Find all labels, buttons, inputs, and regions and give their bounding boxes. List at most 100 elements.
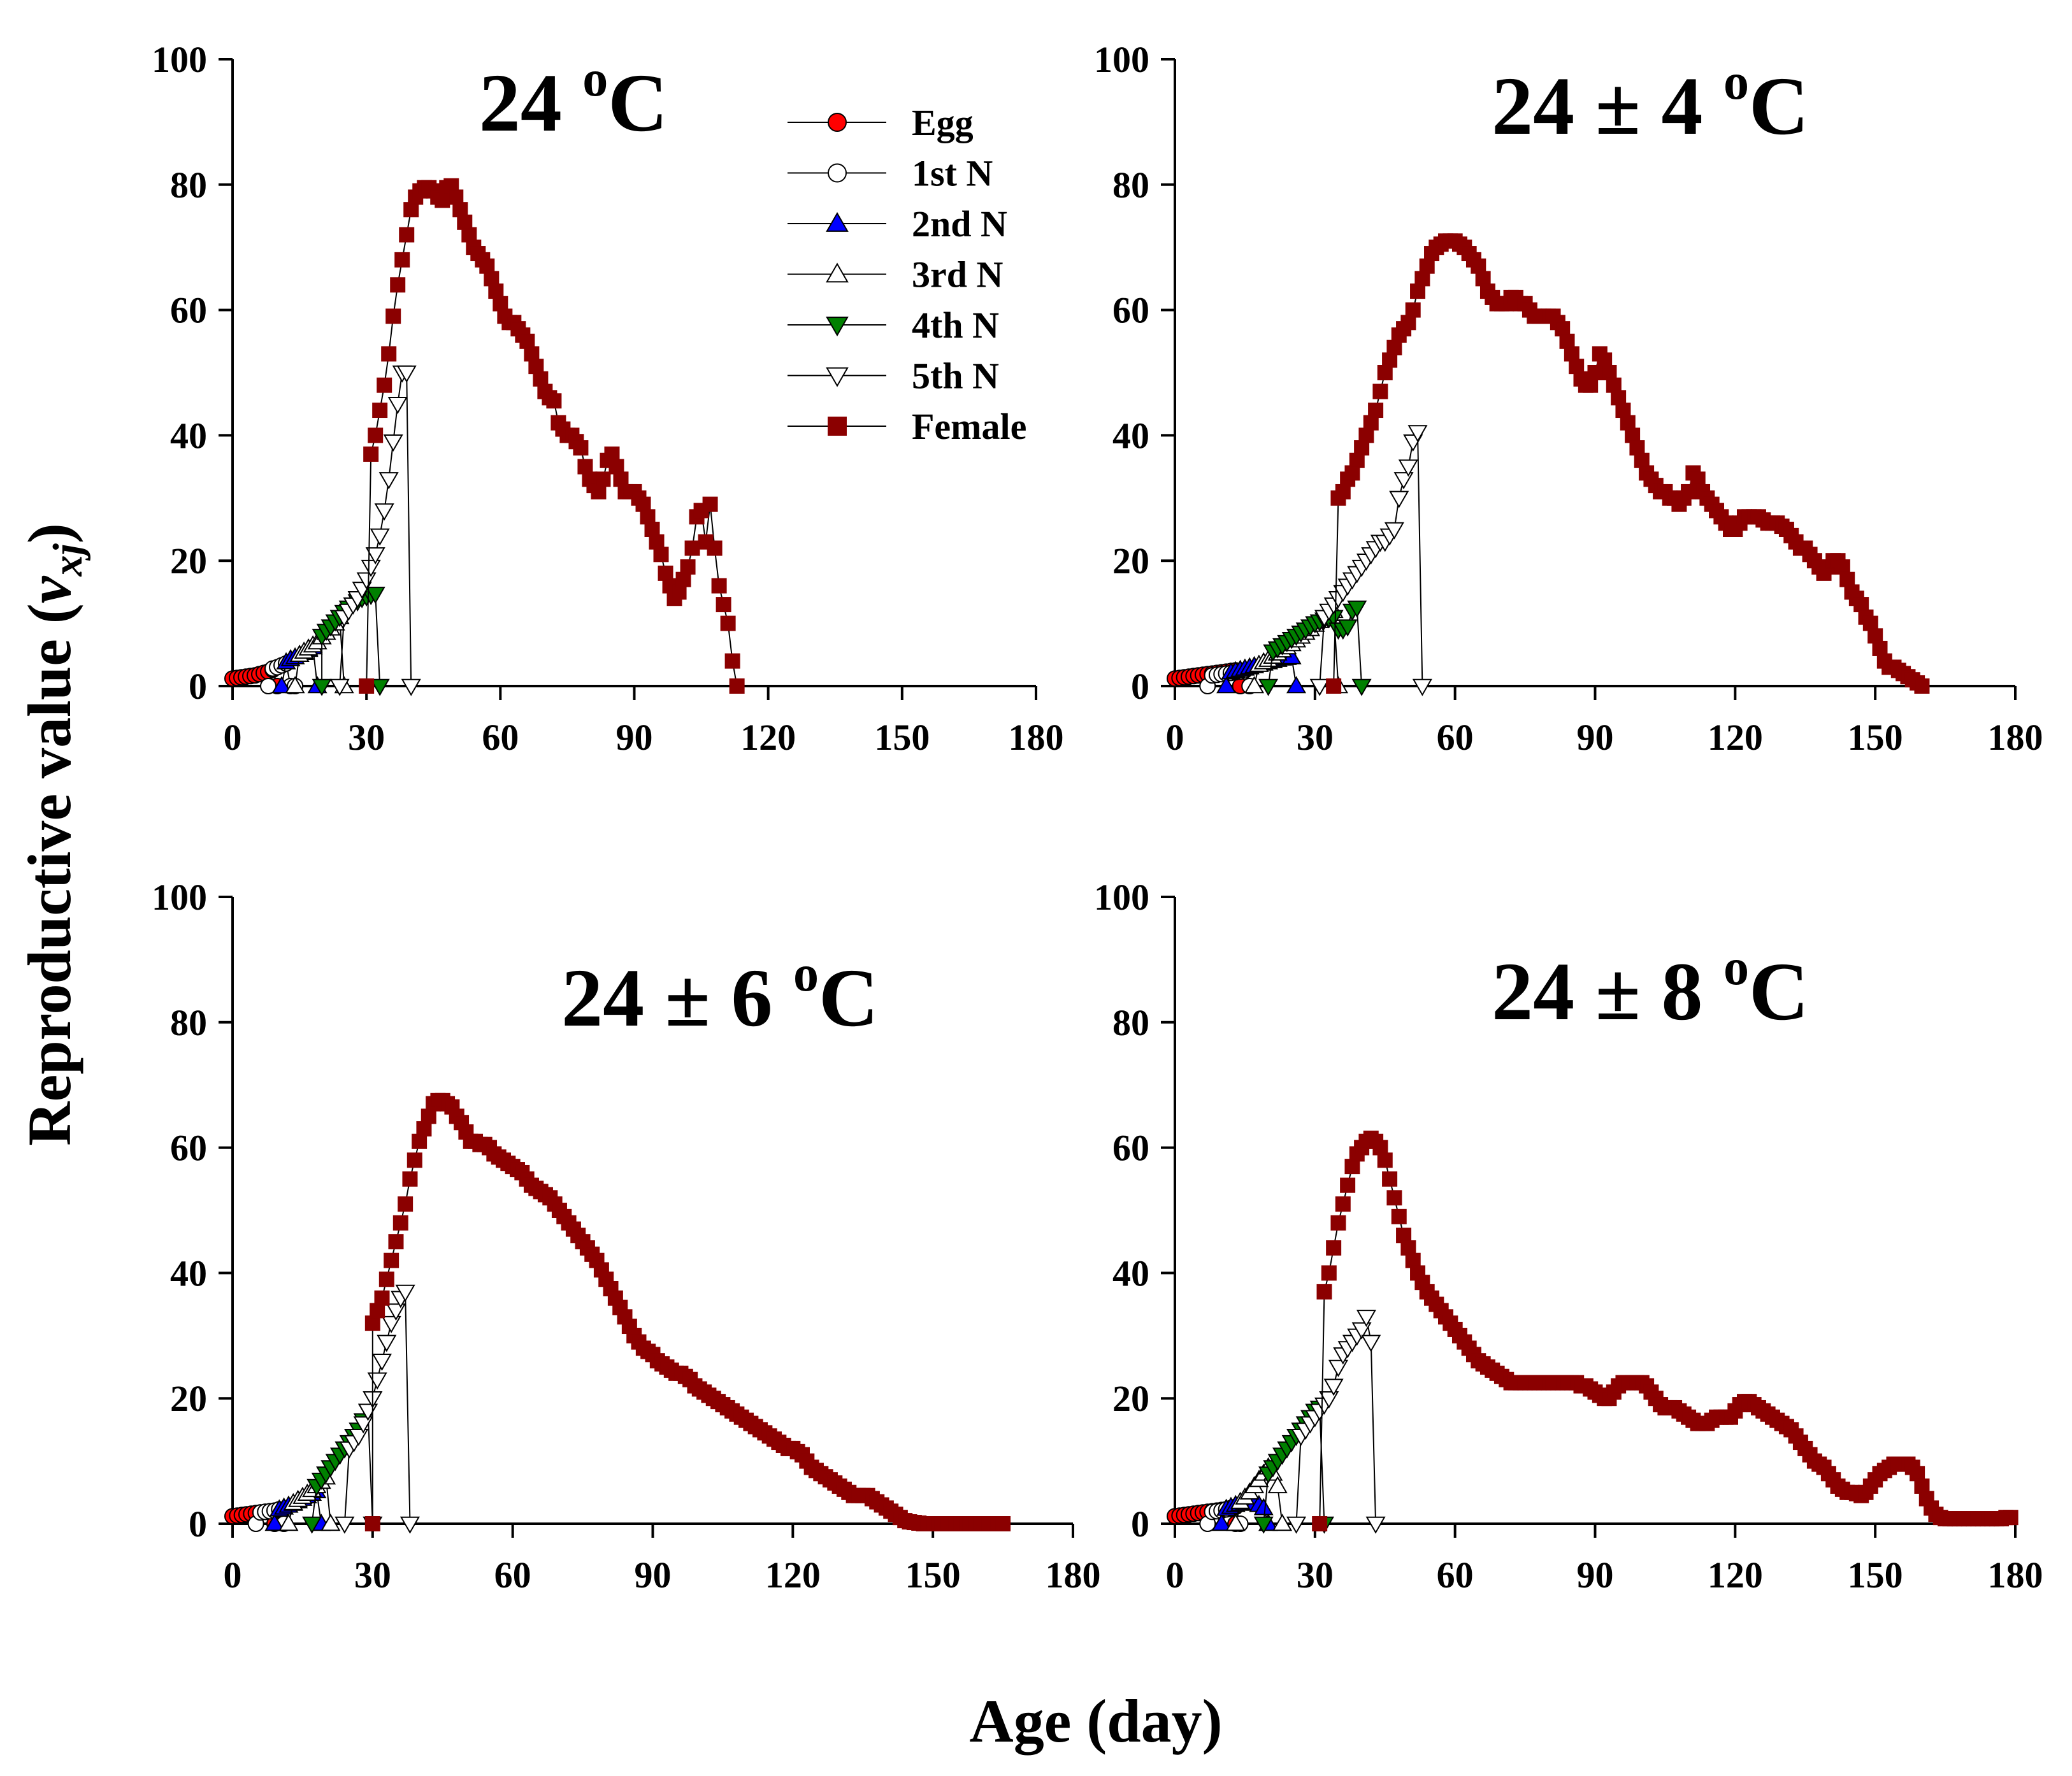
data-point (1216, 676, 1237, 694)
x-tick-label: 30 (1297, 1554, 1334, 1596)
data-point (285, 676, 305, 694)
legend-marker (828, 163, 847, 183)
data-point (1258, 678, 1279, 696)
data-point (1326, 1240, 1342, 1256)
data-point (680, 559, 696, 575)
data-point (364, 1516, 380, 1531)
x-tick-label: 60 (482, 717, 519, 758)
y-tick-label: 80 (1112, 164, 1149, 206)
data-point (1326, 678, 1342, 694)
data-point (1384, 522, 1404, 540)
chart-panel-4: 0 20 40 60 80 100 0 30 60 90 120 150 180 24 ± 8 oC (1094, 877, 2043, 1596)
data-point (573, 440, 589, 456)
panel-title-value: 24 ± 8 (1492, 946, 1723, 1038)
data-point (1393, 472, 1414, 490)
legend-marker (826, 367, 849, 387)
y-tick-label: 0 (1131, 1503, 1149, 1545)
data-point (353, 1416, 373, 1434)
y-tick-label: 40 (170, 1252, 207, 1294)
x-tick-label: 120 (765, 1554, 821, 1596)
legend-marker (826, 262, 849, 283)
y-tick-label: 20 (170, 1378, 207, 1419)
data-point (1244, 676, 1265, 694)
legend-marker (828, 113, 847, 132)
data-point (1253, 1516, 1274, 1534)
x-tick-label: 150 (874, 717, 930, 758)
data-point (1337, 619, 1358, 637)
y-tick-label: 100 (1094, 877, 1149, 918)
data-point (711, 578, 727, 594)
data-point (1365, 1516, 1386, 1534)
data-point (395, 1284, 415, 1302)
chart-panel-3: 0 20 40 60 80 100 0 30 60 90 120 150 180 24 ± 6 oC (152, 877, 1101, 1596)
data-point (1377, 1152, 1393, 1168)
data-point (394, 252, 410, 268)
x-tick-label: 120 (740, 717, 796, 758)
data-point (1267, 1476, 1288, 1494)
data-point (372, 403, 388, 419)
series-line (1333, 240, 1922, 687)
x-tick-label: 0 (1166, 717, 1184, 758)
data-point (367, 1372, 387, 1390)
data-point (1211, 1514, 1232, 1531)
data-point (329, 678, 350, 696)
data-point (383, 434, 403, 452)
chart-panel-2: 0 20 40 60 80 100 0 30 60 90 120 150 180 24 ± 4 oC (1094, 39, 2043, 758)
x-tick-label: 90 (616, 717, 653, 758)
data-point (384, 1252, 399, 1268)
y-axis-label: Reproductive value (vxj) (15, 523, 91, 1145)
legend-label: 1st N (912, 153, 993, 194)
y-tick-label: 40 (170, 415, 207, 456)
data-point (370, 528, 390, 546)
x-axis-label: Age (day) (969, 1687, 1222, 1755)
series-5th-n (1286, 1310, 1386, 1534)
data-point (387, 397, 408, 415)
legend-label: 3rd N (912, 254, 1004, 296)
y-tick-label: 80 (1112, 1002, 1149, 1043)
data-point (377, 1335, 397, 1352)
x-tick-label: 60 (1437, 1554, 1474, 1596)
data-point (396, 365, 417, 383)
data-point (1405, 302, 1421, 318)
series-female (359, 178, 745, 694)
panel-title: 24 ± 6 oC (561, 946, 879, 1044)
data-point (1330, 1215, 1346, 1231)
data-point (377, 377, 392, 393)
x-tick-label: 0 (224, 717, 242, 758)
x-tick-label: 180 (1009, 717, 1064, 758)
data-point (1335, 1196, 1351, 1212)
data-point (1398, 459, 1418, 477)
data-point (1323, 1379, 1344, 1396)
data-point (653, 547, 669, 562)
data-point (1351, 1322, 1372, 1340)
y-axis-label-symbol: v (15, 575, 83, 603)
data-point (1328, 1359, 1349, 1377)
data-point (399, 227, 415, 243)
data-point (2003, 1510, 2018, 1526)
data-point (595, 471, 611, 487)
data-point (271, 676, 292, 694)
data-point (1253, 1498, 1274, 1515)
data-point (349, 1429, 369, 1447)
y-tick-label: 0 (189, 1503, 207, 1545)
data-point (302, 1516, 322, 1534)
data-point (702, 496, 718, 512)
data-point (729, 678, 745, 694)
data-point (1389, 491, 1409, 508)
y-tick-label: 40 (1112, 415, 1149, 456)
data-point (378, 472, 399, 490)
data-point (370, 678, 390, 696)
panel-title-unit: C (1749, 946, 1809, 1038)
data-point (1391, 1208, 1407, 1224)
legend: Egg 1st N 2nd N 3rd N 4th N 5th N Female (788, 102, 1026, 447)
data-point (359, 678, 375, 694)
data-point (1286, 1516, 1307, 1534)
panel-title-unit: C (608, 57, 668, 149)
legend-marker (826, 211, 849, 232)
data-point (1347, 600, 1367, 618)
legend-item-4th-n: 4th N (788, 304, 999, 346)
y-tick-label: 20 (1112, 540, 1149, 582)
y-axis-label-text: Reproductive value (vxj) (15, 523, 91, 1145)
x-tick-label: 60 (494, 1554, 531, 1596)
